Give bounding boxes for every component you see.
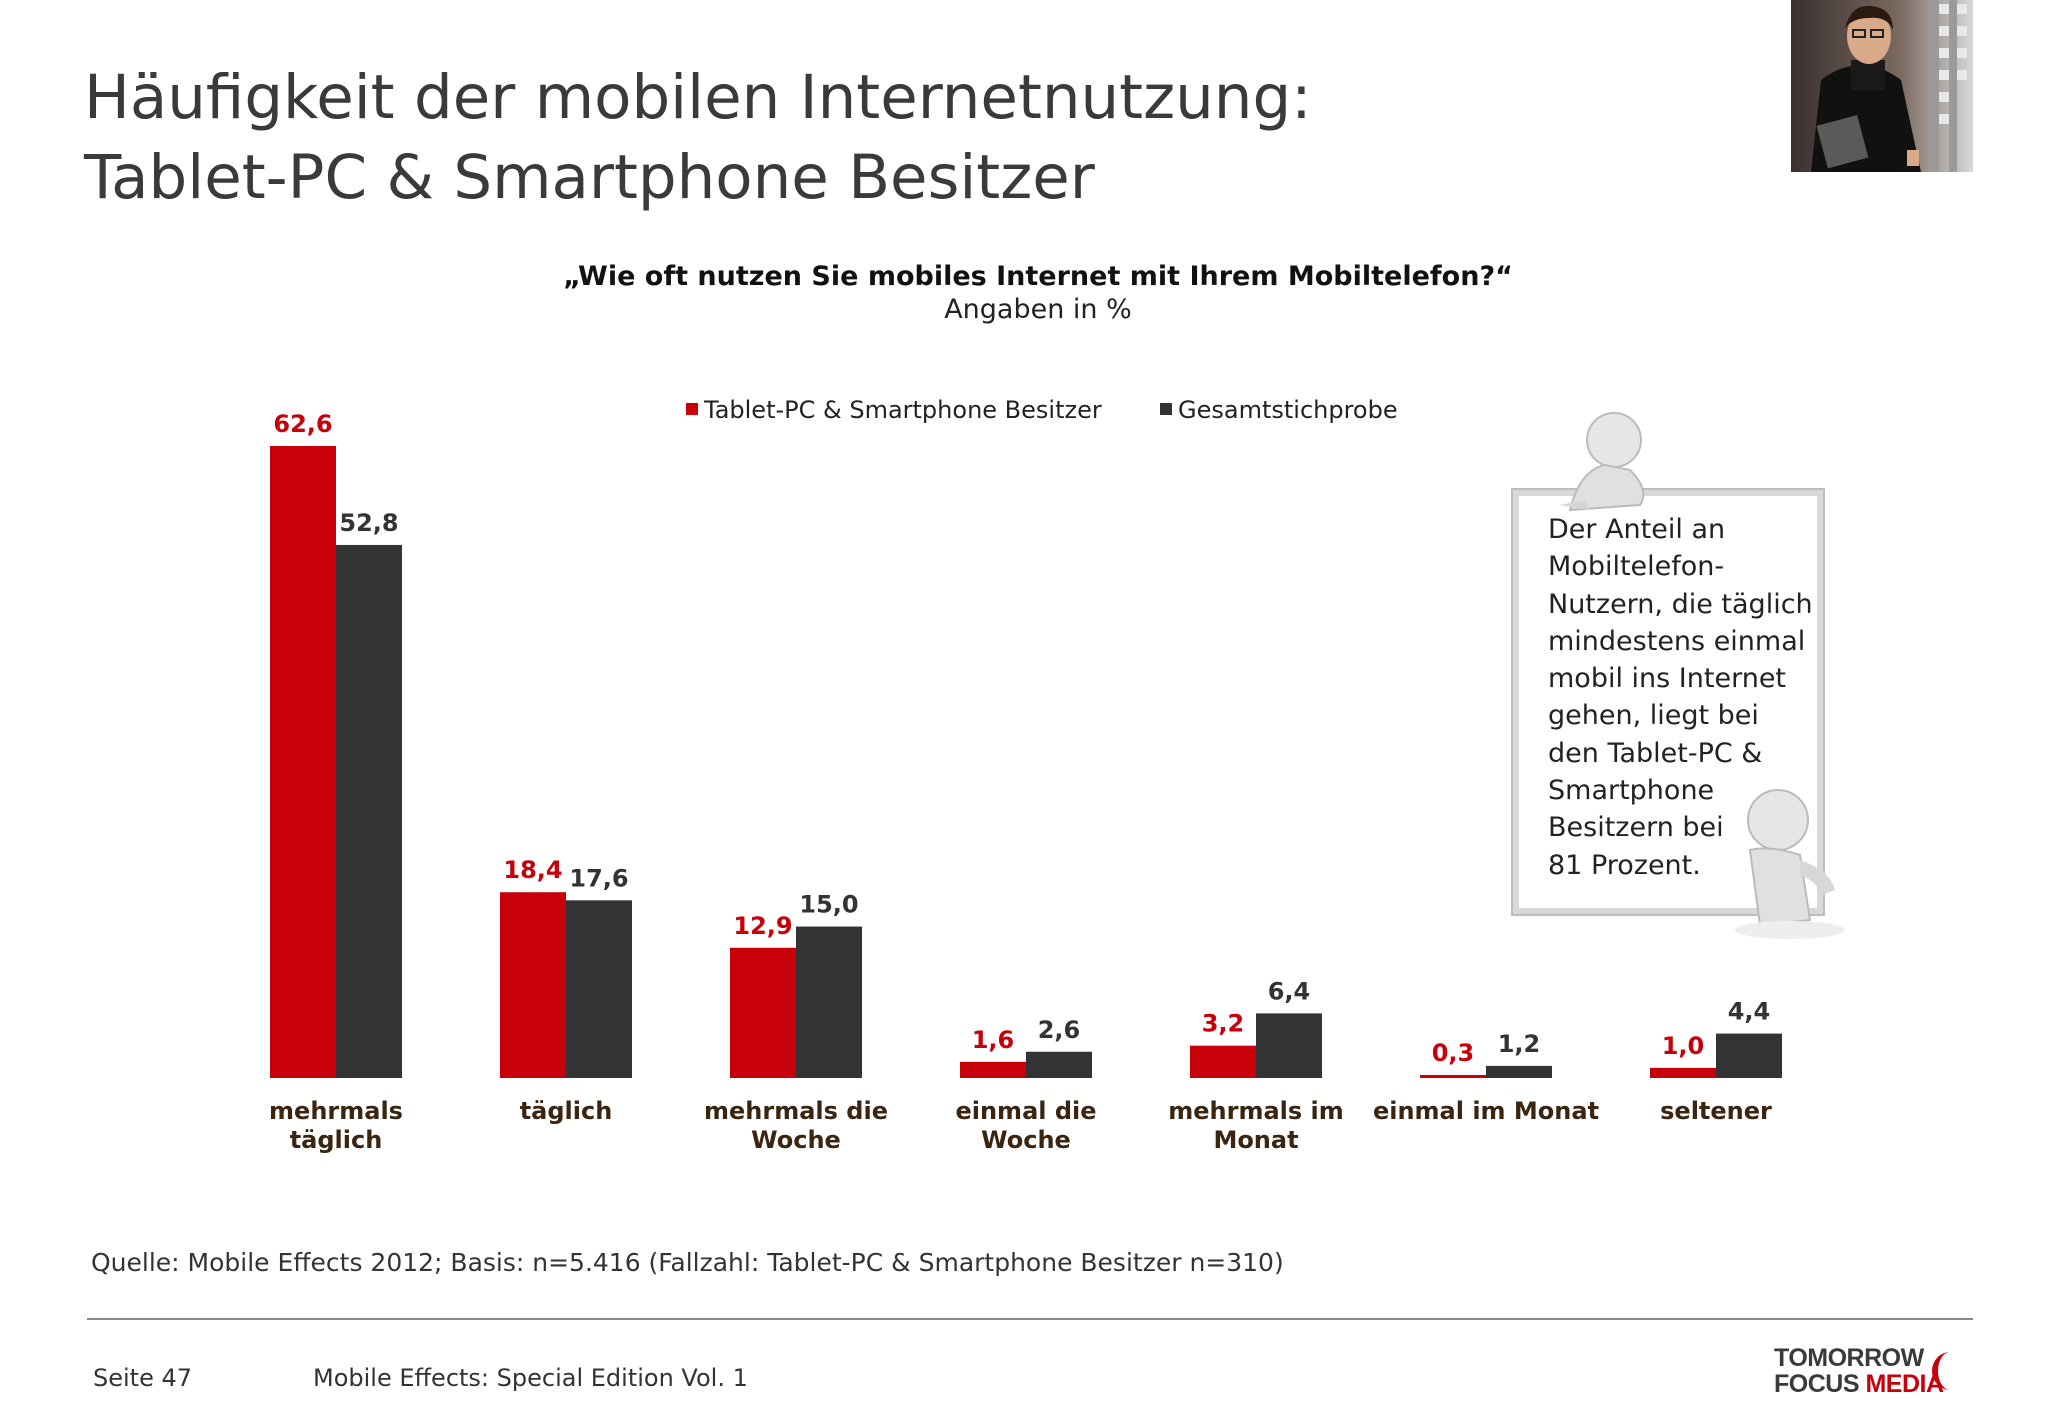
- value-label: 52,8: [339, 509, 398, 537]
- page-title-line-1: Häufigkeit der mobilen Internetnutzung:: [84, 62, 1312, 133]
- bar-gesamt: [336, 544, 402, 1078]
- callout-line: Der Anteil an: [1548, 514, 1726, 545]
- edition-label: Mobile Effects: Special Edition Vol. 1: [313, 1364, 748, 1392]
- callout-line: Nutzern, die täglich: [1548, 588, 1813, 620]
- value-label: 4,4: [1728, 998, 1771, 1026]
- category-label: Monat: [1213, 1126, 1298, 1154]
- callout-board: [1511, 412, 1845, 939]
- callout-line: mindestens einmal: [1548, 625, 1806, 657]
- 3d-figure-icon: [1735, 789, 1845, 939]
- category-label: einmal die: [955, 1097, 1096, 1125]
- callout-line: Smartphone: [1548, 775, 1715, 807]
- bar-gesamt: [1026, 1051, 1092, 1078]
- value-label: 6,4: [1268, 977, 1311, 1005]
- page-title-line-2: Tablet-PC & Smartphone Besitzer: [84, 142, 1095, 213]
- value-label: 17,6: [569, 864, 628, 892]
- category-label: täglich: [520, 1097, 613, 1125]
- legend-swatch: [686, 403, 698, 415]
- bar-tablet-smartphone: [1650, 1067, 1716, 1078]
- bar-gesamt: [1486, 1065, 1552, 1078]
- bar-tablet-smartphone: [1420, 1074, 1486, 1078]
- bar-tablet-smartphone: [960, 1061, 1026, 1078]
- category-label: mehrmals: [269, 1097, 403, 1125]
- callout-line: mobil ins Internet: [1548, 663, 1787, 695]
- value-label: 62,6: [273, 410, 332, 438]
- bar-tablet-smartphone: [730, 947, 796, 1078]
- chart-unit-note: Angaben in %: [944, 294, 1132, 325]
- value-label: 3,2: [1202, 1010, 1245, 1038]
- callout-line: gehen, liegt bei: [1548, 700, 1759, 732]
- legend-swatch: [1160, 403, 1172, 415]
- logo-text-media: MEDIA: [1865, 1370, 1944, 1398]
- category-label: mehrmals im: [1168, 1097, 1344, 1125]
- callout-line: Mobiltelefon-: [1548, 551, 1725, 583]
- value-label: 1,2: [1498, 1030, 1541, 1058]
- chart-legend: Tablet-PC & Smartphone Besitzer Gesamtsti…: [686, 396, 1398, 424]
- value-label: 0,3: [1432, 1039, 1475, 1067]
- category-label: seltener: [1660, 1097, 1772, 1125]
- tomorrow-focus-media-logo: TOMORROW FOCUS MEDIA: [1770, 1344, 1980, 1398]
- logo-text-focus: FOCUS: [1774, 1370, 1866, 1398]
- bar-gesamt: [566, 900, 632, 1078]
- page-title: Häufigkeit der mobilen Internetnutzung: …: [84, 58, 1312, 218]
- logo-arc-icon: [1931, 1352, 1950, 1390]
- category-label: Woche: [751, 1126, 841, 1154]
- category-label: einmal im Monat: [1373, 1097, 1599, 1125]
- 3d-figure-icon: [1560, 412, 1645, 512]
- bar-tablet-smartphone: [500, 892, 566, 1078]
- category-label: Woche: [981, 1126, 1071, 1154]
- bar-gesamt: [796, 926, 862, 1078]
- bar-gesamt: [1716, 1033, 1782, 1078]
- value-labels: 62,6 52,8 18,4 17,6 12,915,0 1,6 2,6 3,2 6,4 0,3 1…: [273, 410, 1770, 1067]
- value-label: 15,0: [799, 891, 858, 919]
- value-label: 1,6: [972, 1026, 1015, 1054]
- callout-line: den Tablet-PC &: [1548, 737, 1763, 769]
- category-label: mehrmals die: [704, 1097, 888, 1125]
- bar-tablet-smartphone: [270, 446, 336, 1078]
- value-label: 1,0: [1662, 1032, 1705, 1060]
- legend-label: Gesamtstichprobe: [1178, 396, 1398, 424]
- value-label: 2,6: [1038, 1016, 1081, 1044]
- callout-line: Besitzern bei: [1548, 812, 1724, 844]
- source-note: Quelle: Mobile Effects 2012; Basis: n=5.…: [91, 1248, 1284, 1277]
- value-label: 18,4: [503, 856, 562, 884]
- bar-gesamt: [1256, 1013, 1322, 1078]
- bar-series: [270, 446, 1782, 1078]
- legend-label: Tablet-PC & Smartphone Besitzer: [703, 396, 1102, 424]
- chart-question: „Wie oft nutzen Sie mobiles Internet mit…: [563, 261, 1513, 292]
- value-label: 12,9: [733, 912, 792, 940]
- page-number: Seite 47: [93, 1364, 193, 1392]
- logo-text-line-2: FOCUS MEDIA: [1774, 1370, 1944, 1399]
- footer-divider: [87, 1318, 1973, 1320]
- bar-tablet-smartphone: [1190, 1045, 1256, 1078]
- logo-text-line-1: TOMORROW: [1774, 1344, 1924, 1372]
- category-label: täglich: [290, 1126, 383, 1154]
- man-with-tablet-photo: [1791, 0, 1973, 172]
- callout-line: 81 Prozent.: [1548, 849, 1701, 881]
- callout-text: Der Anteil an Mobiltelefon- Nutzern, die t…: [1548, 511, 1838, 884]
